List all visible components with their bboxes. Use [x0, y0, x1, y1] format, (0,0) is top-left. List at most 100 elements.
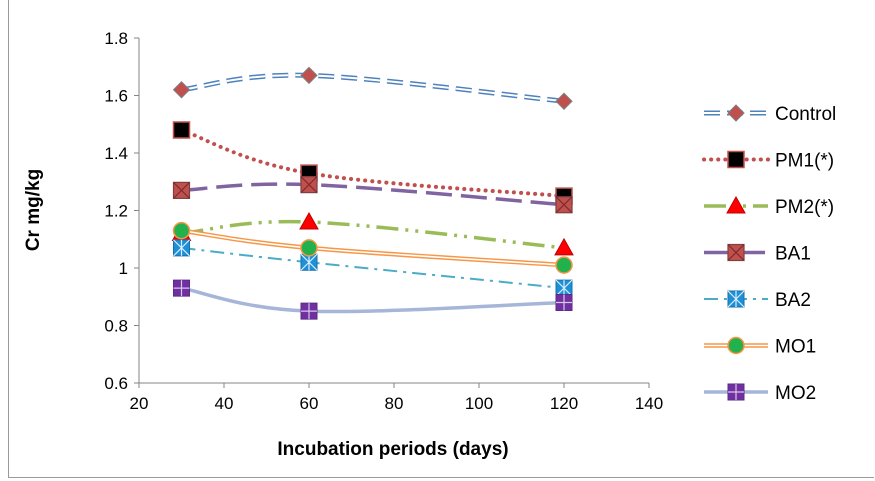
- chart-frame: [8, 0, 874, 478]
- series-line: [181, 246, 565, 290]
- circle-marker: [727, 336, 745, 355]
- axes: 0.6 0.8 1 1.2 1.4 1.6 1.8 20 40 60 80 100 120 140: [104, 29, 663, 413]
- y-tick-label: 1.2: [104, 202, 128, 221]
- legend-label: PM1(*): [775, 151, 834, 172]
- diamond-marker: [727, 104, 745, 122]
- series-ba1: [172, 176, 573, 214]
- square-marker: [727, 150, 745, 169]
- legend-marker: [727, 383, 745, 401]
- legend-label: BA1: [775, 244, 811, 265]
- data-point: [555, 196, 573, 214]
- data-point: [172, 81, 191, 99]
- legend-entry: PM2(*): [704, 195, 834, 218]
- data-point: [555, 294, 573, 311]
- series-line: [181, 286, 565, 314]
- y-tick-label: 1: [119, 259, 128, 278]
- legend-label: Control: [775, 104, 836, 125]
- x-tick-label: 20: [130, 394, 149, 413]
- legend-entry: BA1: [704, 244, 811, 265]
- data-point: [300, 253, 318, 271]
- triangle-marker: [299, 211, 319, 230]
- data-point: [173, 239, 190, 257]
- x-axis-title: Incubation periods (days): [277, 439, 508, 460]
- asterisk-square-lines: [555, 279, 573, 297]
- plus-square-lines: [728, 384, 744, 400]
- plus-square-lines: [301, 303, 317, 320]
- data-point: [555, 256, 573, 274]
- series-line: [181, 219, 565, 250]
- data-point: [300, 66, 318, 85]
- x-tick-label: 120: [550, 394, 578, 413]
- legend-label: BA2: [775, 290, 811, 311]
- data-point: [300, 302, 318, 320]
- series-line-outer: [181, 228, 565, 268]
- legend-marker: [727, 336, 745, 355]
- data-point: [173, 279, 190, 297]
- x-square-cross: [727, 244, 745, 261]
- x-tick-label: 60: [300, 394, 319, 413]
- asterisk-square-lines: [300, 253, 318, 271]
- x-square-cross: [555, 196, 573, 214]
- data-point: [300, 176, 318, 194]
- y-tick-label: 1.8: [104, 29, 128, 48]
- series-line-group: [179, 128, 566, 199]
- legend-marker: [727, 243, 745, 262]
- data-point: [300, 239, 318, 257]
- series-line: [181, 182, 565, 207]
- data-point: [555, 279, 573, 297]
- triangle-marker: [726, 195, 746, 214]
- legend: Control PM1(*) PM2(*) BA1 BA2 MO1 MO2: [702, 104, 836, 404]
- triangle-marker: [554, 237, 574, 256]
- x-square-cross: [173, 181, 190, 199]
- series-ba2: [173, 239, 573, 297]
- series-line-group: [181, 228, 565, 268]
- legend-marker: [727, 150, 745, 169]
- diamond-marker: [172, 81, 191, 99]
- legend-marker: [727, 104, 745, 122]
- legend-label: PM2(*): [775, 197, 834, 218]
- series-layer: [171, 66, 574, 320]
- plus-square-lines: [173, 280, 190, 297]
- legend-label: MO1: [775, 337, 816, 358]
- legend-marker: [726, 195, 746, 214]
- x-square-cross: [300, 176, 318, 194]
- data-point: [172, 221, 191, 240]
- data-point: [172, 121, 191, 139]
- circle-marker: [300, 239, 318, 257]
- asterisk-square-lines: [727, 290, 745, 308]
- x-tick-label: 80: [385, 394, 404, 413]
- data-point: [554, 237, 574, 256]
- legend-entry: PM1(*): [702, 150, 834, 172]
- plus-square-lines: [556, 294, 572, 311]
- y-axis-title: Cr mg/kg: [23, 169, 44, 251]
- data-point: [555, 92, 573, 110]
- circle-marker: [172, 221, 191, 240]
- y-tick-label: 0.8: [104, 317, 128, 336]
- series-mo1: [172, 221, 573, 274]
- square-marker: [172, 121, 191, 139]
- series-line-inner: [181, 74, 565, 103]
- series-line: [179, 128, 566, 199]
- legend-entry: MO1: [704, 337, 816, 358]
- series-pm1: [172, 121, 573, 205]
- legend-entry: Control: [704, 104, 836, 125]
- x-tick-label: 140: [635, 394, 663, 413]
- series-line-group: [181, 286, 565, 314]
- diamond-marker: [555, 92, 573, 110]
- series-line-group: [181, 72, 565, 104]
- circle-marker: [555, 256, 573, 274]
- data-point: [172, 181, 191, 199]
- legend-label: MO2: [775, 383, 816, 404]
- y-tick-label: 1.4: [104, 144, 128, 163]
- x-tick-label: 40: [215, 394, 234, 413]
- series-line-inner: [181, 229, 565, 266]
- x-tick-label: 100: [465, 394, 493, 413]
- legend-entry: BA2: [704, 290, 811, 311]
- legend-entry: MO2: [704, 383, 816, 404]
- asterisk-square-lines: [173, 239, 190, 257]
- y-tick-label: 1.6: [104, 87, 128, 106]
- y-tick-label: 0.6: [104, 374, 128, 393]
- series-line-group: [181, 219, 565, 250]
- legend-marker: [727, 290, 745, 308]
